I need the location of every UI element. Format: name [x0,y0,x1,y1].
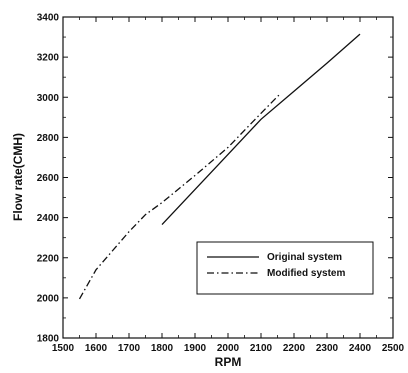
series-line-original-system [161,33,361,226]
y-tick-label: 3200 [37,53,60,64]
x-tick-label: 2500 [382,343,405,354]
x-tick-label: 2100 [250,343,273,354]
x-tick-label: 2200 [283,343,306,354]
x-axis-title: RPM [215,355,242,369]
y-tick-label: 2200 [37,253,60,264]
x-tick-label: 2000 [217,343,240,354]
y-tick-label: 2400 [37,213,60,224]
y-tick-label: 3000 [37,93,60,104]
x-tick-label: 1700 [118,343,141,354]
y-tick-label: 2000 [37,293,60,304]
legend: Original system Modified system [196,241,374,295]
series-lines [78,33,361,300]
y-tick-label: 1800 [37,334,60,345]
y-tick-label: 2600 [37,173,60,184]
legend-label: Original system [267,252,342,263]
x-tick-label: 2400 [349,343,372,354]
series-line-modified-system [78,92,282,300]
legend-box [196,241,374,295]
x-tick-label: 1800 [151,343,174,354]
x-tick-label: 1600 [85,343,108,354]
legend-label: Modified system [267,268,345,279]
x-tick-label: 2300 [316,343,339,354]
y-tick-label: 2800 [37,133,60,144]
y-axis-title: Flow rate(CMH) [11,133,25,221]
axis-ticks: 1500 1600 1700 1800 1900 2000 2100 2200 2300 2400… [37,13,405,355]
x-tick-label: 1500 [52,343,75,354]
x-tick-label: 1900 [184,343,207,354]
y-tick-label: 3400 [37,13,60,24]
